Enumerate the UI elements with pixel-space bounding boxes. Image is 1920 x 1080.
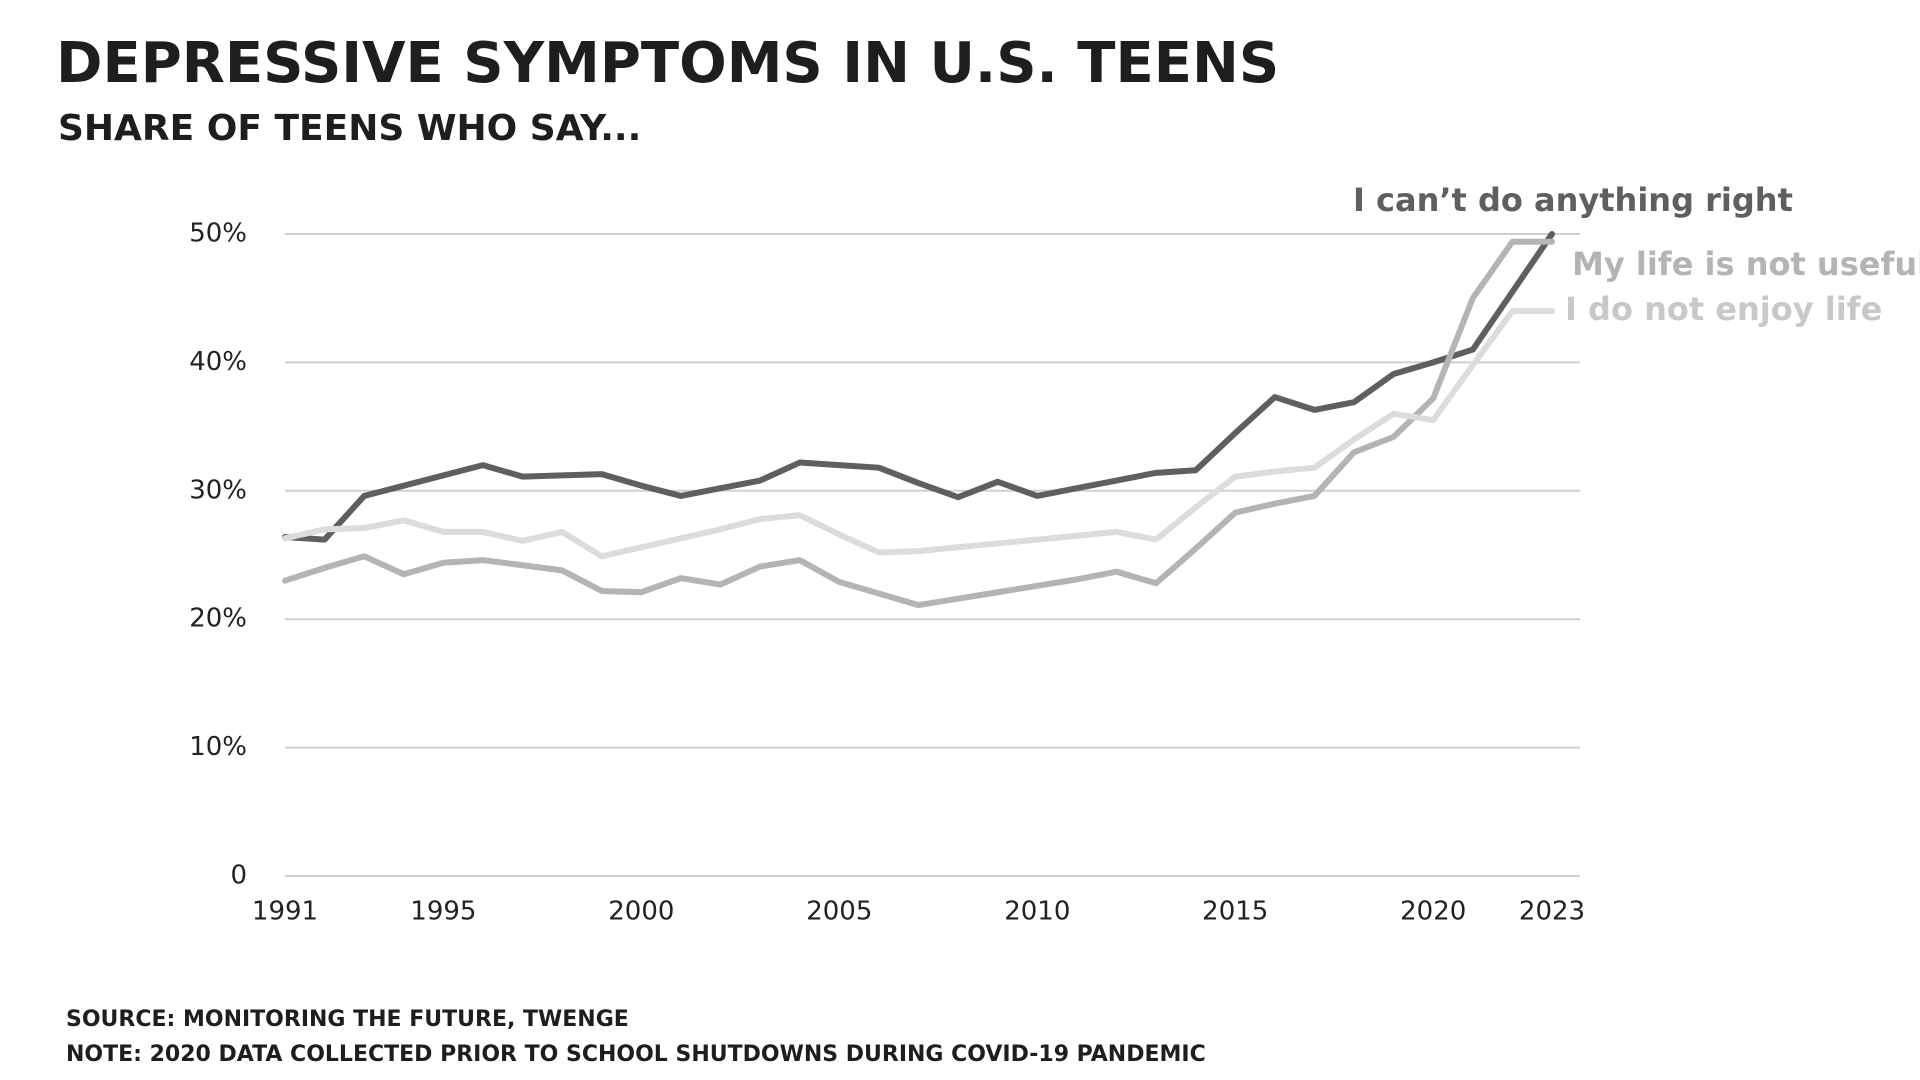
chart-subtitle: SHARE OF TEENS WHO SAY... — [58, 108, 641, 149]
series-label: I can’t do anything right — [1353, 181, 1793, 219]
x-tick-label: 1995 — [410, 897, 476, 927]
y-tick-label: 10% — [189, 732, 247, 762]
y-tick-label: 30% — [189, 475, 247, 505]
x-tick-label: 1991 — [252, 897, 318, 927]
y-tick-label: 40% — [189, 347, 247, 377]
series-line — [282, 308, 1555, 560]
x-tick-label: 2023 — [1519, 897, 1585, 927]
y-tick-label: 20% — [189, 604, 247, 634]
x-tick-label: 2015 — [1202, 897, 1268, 927]
x-tick-label: 2020 — [1400, 897, 1466, 927]
chart-title: DEPRESSIVE SYMPTOMS IN U.S. TEENS — [56, 31, 1279, 96]
series-label: My life is not useful — [1572, 245, 1920, 283]
series-line — [282, 231, 1555, 543]
series-label: I do not enjoy life — [1565, 290, 1882, 328]
series-line — [282, 238, 1555, 609]
y-tick-label: 0 — [230, 861, 247, 891]
source: SOURCE: MONITORING THE FUTURE, TWENGE — [66, 1007, 629, 1032]
x-tick-label: 2010 — [1004, 897, 1070, 927]
y-tick-label: 50% — [189, 219, 247, 249]
note: NOTE: 2020 DATA COLLECTED PRIOR TO SCHOO… — [66, 1042, 1206, 1067]
x-tick-label: 2005 — [806, 897, 872, 927]
x-tick-label: 2000 — [608, 897, 674, 927]
